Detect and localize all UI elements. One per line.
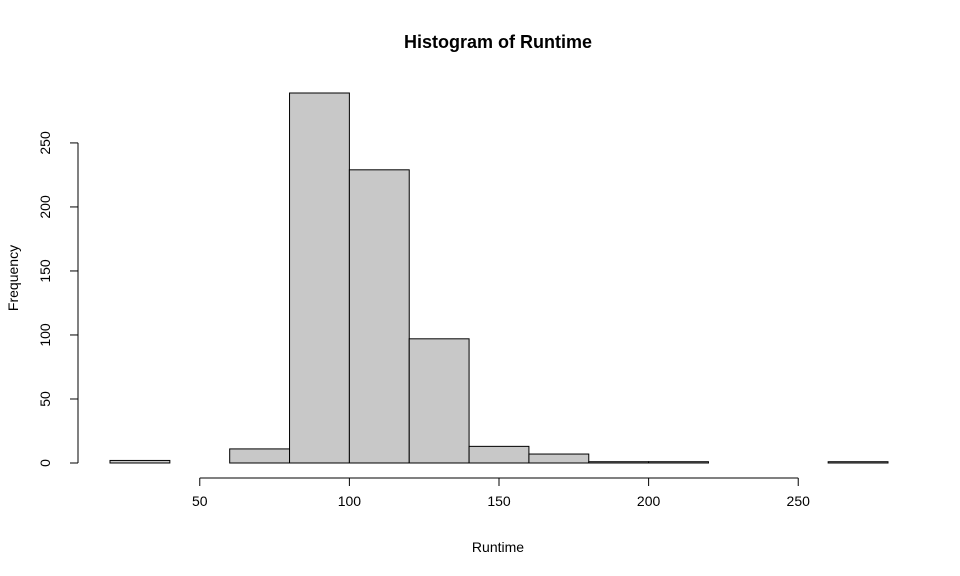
x-tick-label: 150 (487, 493, 511, 509)
histogram-bar (348, 169, 410, 464)
x-tick-label: 50 (192, 493, 208, 509)
chart-title: Histogram of Runtime (404, 32, 592, 52)
y-axis-label: Frequency (5, 245, 21, 311)
histogram-bar (468, 445, 530, 464)
y-tick-label: 100 (37, 323, 53, 347)
x-tick-label: 250 (787, 493, 811, 509)
x-tick-label: 100 (338, 493, 362, 509)
y-tick-label: 150 (37, 259, 53, 283)
histogram-bar (827, 461, 889, 464)
x-tick-label: 200 (637, 493, 661, 509)
histogram-bar (588, 461, 650, 464)
x-axis: 50 100 150 200 250 (192, 477, 811, 509)
histogram-bar (229, 448, 291, 464)
y-axis: 0 50 100 150 200 250 (37, 131, 79, 467)
y-tick-label: 200 (37, 195, 53, 219)
histogram-bar (408, 338, 470, 464)
histogram-bar (528, 453, 590, 464)
x-axis-label: Runtime (472, 539, 524, 555)
histogram-bar (648, 461, 709, 464)
histogram-bar (289, 92, 350, 464)
y-tick-label: 250 (37, 131, 53, 155)
histogram-bar (109, 459, 171, 464)
y-tick-label: 50 (37, 391, 53, 407)
bars-group (109, 92, 889, 464)
y-tick-label: 0 (37, 459, 53, 467)
